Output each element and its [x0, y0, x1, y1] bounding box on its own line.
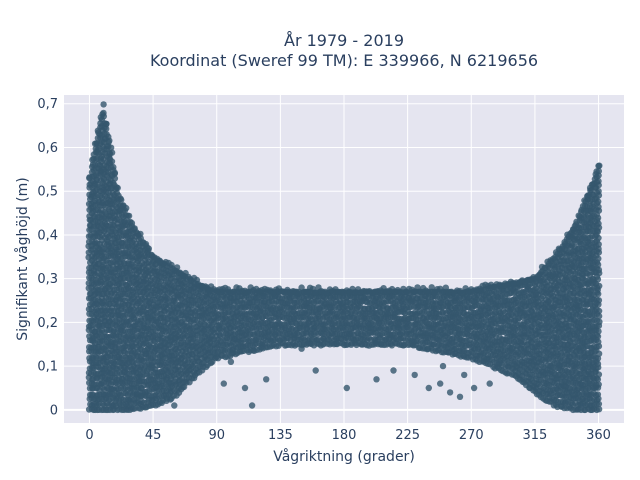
data-point — [595, 307, 603, 315]
data-point — [596, 282, 603, 290]
data-point — [107, 144, 115, 151]
data-point — [111, 175, 119, 182]
data-points — [85, 101, 603, 414]
data-point — [595, 328, 602, 335]
data-point — [594, 214, 602, 222]
data-point — [193, 276, 201, 284]
data-point — [111, 169, 119, 177]
data-point — [97, 114, 105, 121]
data-point — [137, 230, 144, 238]
data-point — [594, 261, 602, 268]
data-point — [173, 264, 181, 271]
data-point — [123, 204, 130, 212]
data-point — [594, 391, 602, 398]
data-point — [595, 234, 602, 242]
data-point — [145, 245, 152, 252]
data-point — [106, 137, 113, 144]
data-point — [595, 312, 603, 320]
data-point — [103, 125, 110, 133]
data-point — [117, 195, 124, 202]
data-point — [595, 350, 603, 357]
data-point — [595, 371, 603, 378]
data-point — [108, 149, 116, 156]
data-point — [110, 163, 117, 171]
data-point — [595, 297, 603, 304]
data-point — [595, 220, 602, 227]
data-point — [125, 212, 133, 220]
data-point — [595, 188, 602, 195]
data-point — [108, 158, 116, 165]
data-point — [595, 406, 603, 413]
data-point — [86, 174, 93, 181]
data-point — [594, 376, 602, 383]
data-point — [128, 219, 136, 227]
data-point — [595, 381, 602, 388]
data-point — [91, 140, 99, 147]
data-point — [595, 255, 602, 262]
data-point — [244, 289, 251, 296]
data-point — [596, 318, 603, 325]
data-point — [94, 127, 102, 134]
data-point — [595, 177, 602, 185]
data-point — [595, 245, 602, 253]
data-point — [594, 333, 602, 340]
data-point — [103, 120, 110, 128]
data-point — [595, 198, 602, 205]
data-point — [114, 184, 121, 192]
data-point — [594, 276, 602, 283]
data-point — [131, 225, 138, 232]
data-point — [595, 203, 602, 210]
data-point — [595, 338, 602, 346]
data-point — [595, 241, 602, 248]
data-point — [100, 101, 107, 108]
data-point — [594, 360, 602, 368]
data-point — [595, 400, 603, 408]
data-point — [89, 156, 96, 164]
data-point — [168, 261, 175, 269]
data-point — [595, 266, 603, 274]
